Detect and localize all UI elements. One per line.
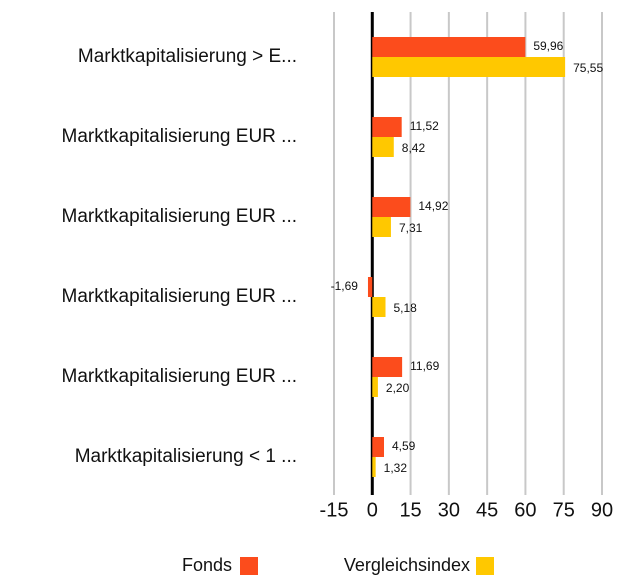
value-label: 5,18 <box>394 301 418 315</box>
x-tick-label: 90 <box>591 499 613 521</box>
legend-swatch <box>476 557 494 575</box>
x-tick-label: 60 <box>514 499 536 521</box>
value-label: 14,92 <box>418 199 448 213</box>
category-label: Marktkapitalisierung EUR ... <box>62 126 297 147</box>
bar <box>372 217 391 237</box>
legend-swatch <box>240 557 258 575</box>
bar <box>372 377 378 397</box>
bar <box>372 117 402 137</box>
value-label: 75,55 <box>573 61 603 75</box>
value-label: 1,32 <box>384 461 408 475</box>
x-tick-label: -15 <box>320 499 349 521</box>
value-label: 7,31 <box>399 221 423 235</box>
bar <box>367 277 373 297</box>
value-label: -1,69 <box>331 279 359 293</box>
category-label: Marktkapitalisierung EUR ... <box>62 206 297 227</box>
bar <box>372 357 403 377</box>
value-label: 11,69 <box>410 359 439 373</box>
legend-label: Fonds <box>182 555 232 575</box>
bar <box>372 457 376 477</box>
category-label: Marktkapitalisierung EUR ... <box>62 366 297 387</box>
bar <box>372 37 526 57</box>
category-label: Marktkapitalisierung EUR ... <box>62 286 297 307</box>
bar <box>372 437 385 457</box>
value-label: 4,59 <box>392 439 416 453</box>
x-tick-label: 45 <box>476 499 498 521</box>
x-tick-label: 15 <box>399 499 421 521</box>
category-label: Marktkapitalisierung > E... <box>78 46 297 67</box>
value-label: 59,96 <box>533 39 563 53</box>
bar <box>372 297 386 317</box>
category-label: Marktkapitalisierung < 1 ... <box>75 446 297 467</box>
x-tick-label: 75 <box>553 499 575 521</box>
bar <box>372 197 411 217</box>
x-tick-label: 30 <box>438 499 460 521</box>
value-label: 11,52 <box>410 119 439 133</box>
value-label: 2,20 <box>386 381 410 395</box>
bar <box>372 137 394 157</box>
value-label: 8,42 <box>402 141 426 155</box>
legend-label: Vergleichsindex <box>344 555 470 575</box>
x-tick-label: 0 <box>367 499 378 521</box>
bar <box>372 57 566 77</box>
